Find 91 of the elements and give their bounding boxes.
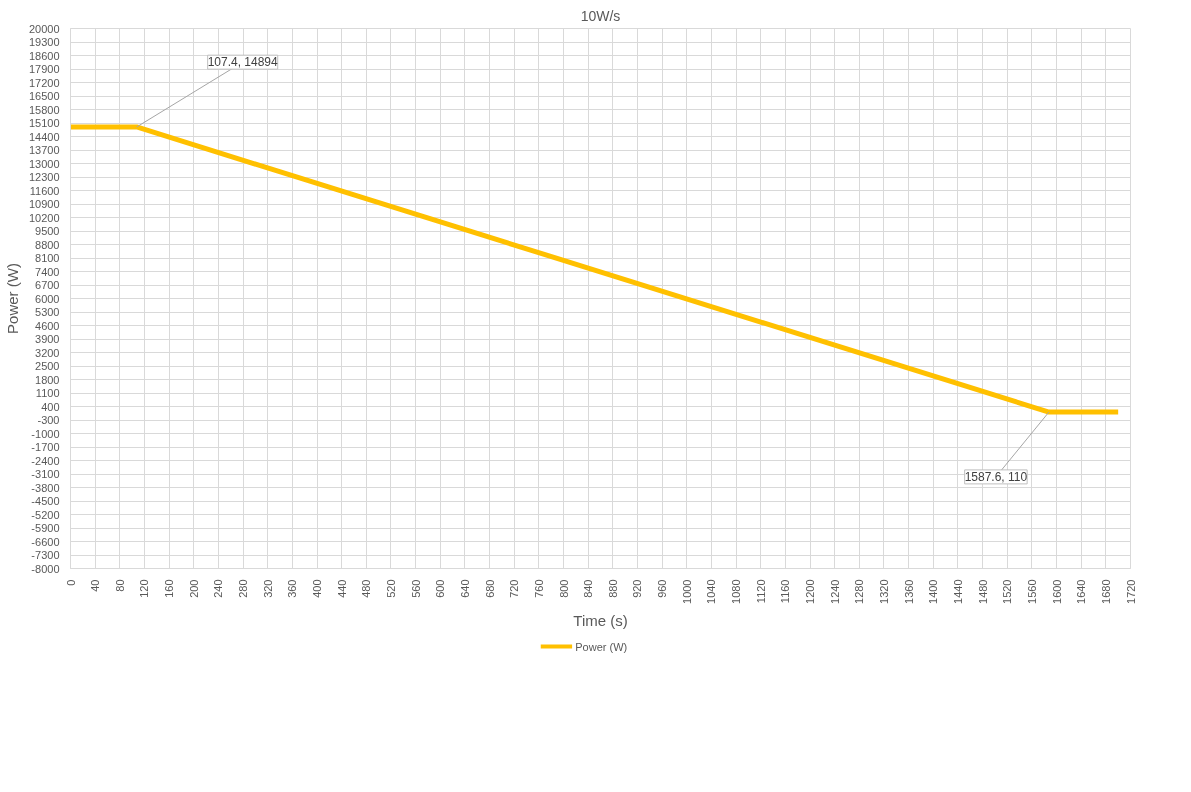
x-tick-label: 240 xyxy=(212,579,225,598)
y-tick-label: 1800 xyxy=(35,373,60,386)
x-tick-label: 0 xyxy=(64,579,77,586)
x-tick-label: 720 xyxy=(508,579,521,598)
x-tick-label: 280 xyxy=(237,579,250,598)
y-tick-label: -1700 xyxy=(31,441,60,453)
y-tick-label: -3100 xyxy=(31,468,60,480)
x-tick-label: 1680 xyxy=(1099,579,1112,604)
y-tick-label: 16500 xyxy=(28,90,60,102)
y-tick-label: 8100 xyxy=(35,252,60,264)
y-tick-label: 17200 xyxy=(28,76,60,89)
y-tick-label: 2500 xyxy=(35,360,60,372)
x-tick-label: 1320 xyxy=(877,579,890,604)
y-tick-label: -8000 xyxy=(31,562,60,575)
y-tick-label: 4600 xyxy=(35,319,60,332)
y-tick-label: 12300 xyxy=(28,171,60,183)
annotation: 1587.6, 110 xyxy=(964,469,1028,484)
y-axis-title: Power (W) xyxy=(3,263,21,334)
x-tick-label: 480 xyxy=(360,579,373,598)
legend-label: Power (W) xyxy=(575,640,628,653)
x-tick-label: 400 xyxy=(311,579,324,598)
y-tick-label: 5300 xyxy=(35,306,60,318)
x-tick-label: 880 xyxy=(606,579,619,598)
y-tick-label: 1100 xyxy=(35,387,60,399)
y-tick-label: 400 xyxy=(41,400,60,413)
x-tick-label: 760 xyxy=(532,579,545,598)
y-tick-label: 10200 xyxy=(28,211,60,224)
y-tick-label: 17900 xyxy=(28,63,60,75)
x-tick-label: 360 xyxy=(286,579,299,598)
x-tick-label: 800 xyxy=(557,579,570,598)
x-tick-label: 1040 xyxy=(705,579,718,604)
x-tick-label: 680 xyxy=(483,579,496,598)
y-tick-label: -5200 xyxy=(31,508,60,521)
x-tick-label: 1400 xyxy=(927,579,940,604)
x-tick-label: 1240 xyxy=(828,579,841,604)
y-tick-label: 7400 xyxy=(35,265,60,278)
x-axis-title: Time (s) xyxy=(573,611,628,629)
y-tick-label: -7300 xyxy=(31,549,60,561)
y-tick-label: -5900 xyxy=(31,522,60,534)
chart-title: 10W/s xyxy=(580,7,621,24)
x-tick-label: 1000 xyxy=(680,579,693,604)
y-tick-label: 3200 xyxy=(35,346,60,359)
x-tick-label: 1160 xyxy=(779,579,792,604)
x-tick-label: 600 xyxy=(434,579,447,598)
x-tick-label: 1080 xyxy=(730,579,743,604)
y-tick-label: 15800 xyxy=(28,103,60,116)
y-tick-label: 6000 xyxy=(35,292,60,305)
y-tick-label: 13700 xyxy=(28,144,60,156)
annotation: 107.4, 14894 xyxy=(207,55,279,70)
y-tick-label: -2400 xyxy=(31,454,60,467)
x-tick-label: 120 xyxy=(138,579,151,598)
y-tick-label: 11600 xyxy=(29,184,60,197)
y-tick-label: 19300 xyxy=(28,36,60,48)
y-tick-label: 10900 xyxy=(28,198,60,210)
y-tick-label: 8800 xyxy=(35,238,60,251)
y-tick-label: 15100 xyxy=(28,117,60,129)
x-tick-label: 1280 xyxy=(853,579,866,604)
x-tick-label: 640 xyxy=(458,579,471,598)
x-tick-label: 1120 xyxy=(754,579,767,604)
y-tick-label: 9500 xyxy=(35,225,60,237)
x-tick-label: 1520 xyxy=(1001,579,1014,604)
x-tick-label: 440 xyxy=(335,579,348,598)
y-tick-label: -300 xyxy=(37,414,60,426)
x-tick-label: 320 xyxy=(261,579,274,598)
x-tick-label: 920 xyxy=(631,579,644,598)
x-tick-label: 960 xyxy=(656,579,669,598)
x-tick-label: 560 xyxy=(409,579,422,598)
y-tick-label: 3900 xyxy=(35,333,60,345)
x-tick-label: 1200 xyxy=(804,579,817,604)
y-tick-label: 20000 xyxy=(28,22,60,35)
y-tick-label: 13000 xyxy=(28,157,60,170)
y-tick-label: -1000 xyxy=(31,427,60,440)
x-tick-label: 1600 xyxy=(1050,579,1063,604)
x-tick-label: 1480 xyxy=(976,579,989,604)
x-tick-label: 840 xyxy=(582,579,595,598)
y-tick-label: -4500 xyxy=(31,495,60,507)
x-tick-label: 160 xyxy=(163,579,176,598)
x-tick-label: 520 xyxy=(384,579,397,598)
x-tick-label: 1440 xyxy=(951,579,964,604)
x-tick-label: 1360 xyxy=(902,579,915,604)
x-tick-label: 40 xyxy=(89,579,102,592)
x-tick-label: 1720 xyxy=(1124,579,1137,604)
x-tick-label: 80 xyxy=(113,579,126,592)
y-tick-label: 6700 xyxy=(35,279,60,291)
x-tick-label: 1640 xyxy=(1075,579,1088,604)
x-tick-label: 200 xyxy=(187,579,200,598)
y-tick-label: 18600 xyxy=(28,49,60,62)
y-tick-label: 14400 xyxy=(28,130,60,143)
y-tick-label: -6600 xyxy=(31,535,60,548)
y-tick-label: -3800 xyxy=(31,481,60,494)
x-tick-label: 1560 xyxy=(1025,579,1038,604)
